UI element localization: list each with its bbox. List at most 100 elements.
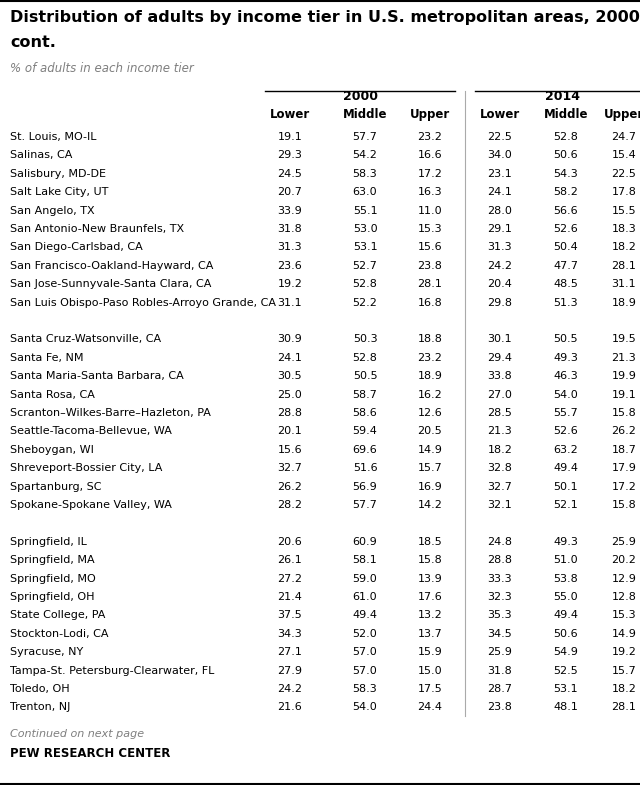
Text: 18.9: 18.9	[417, 371, 442, 382]
Text: 52.1: 52.1	[554, 500, 579, 510]
Text: 16.9: 16.9	[418, 482, 442, 491]
Text: Salt Lake City, UT: Salt Lake City, UT	[10, 187, 108, 197]
Text: 15.6: 15.6	[278, 445, 302, 455]
Text: 48.5: 48.5	[554, 279, 579, 289]
Text: 34.5: 34.5	[488, 629, 513, 639]
Text: 12.6: 12.6	[418, 408, 442, 418]
Text: 25.9: 25.9	[612, 537, 636, 547]
Text: Sheboygan, WI: Sheboygan, WI	[10, 445, 94, 455]
Text: 46.3: 46.3	[554, 371, 579, 382]
Text: 2000: 2000	[342, 90, 378, 103]
Text: 31.8: 31.8	[488, 666, 513, 676]
Text: Scranton–Wilkes-Barre–Hazleton, PA: Scranton–Wilkes-Barre–Hazleton, PA	[10, 408, 211, 418]
Text: Distribution of adults by income tier in U.S. metropolitan areas, 2000 and 2014,: Distribution of adults by income tier in…	[10, 10, 640, 25]
Text: Spokane-Spokane Valley, WA: Spokane-Spokane Valley, WA	[10, 500, 172, 510]
Text: 28.8: 28.8	[278, 408, 303, 418]
Text: 52.7: 52.7	[353, 261, 378, 271]
Text: 23.2: 23.2	[417, 132, 442, 142]
Text: 50.6: 50.6	[554, 629, 579, 639]
Text: 29.4: 29.4	[488, 352, 513, 363]
Text: 47.7: 47.7	[554, 261, 579, 271]
Text: San Jose-Sunnyvale-Santa Clara, CA: San Jose-Sunnyvale-Santa Clara, CA	[10, 279, 211, 289]
Text: 26.1: 26.1	[278, 555, 302, 565]
Text: 34.0: 34.0	[488, 151, 513, 160]
Text: 31.1: 31.1	[278, 298, 302, 308]
Text: 12.9: 12.9	[612, 574, 636, 583]
Text: 18.7: 18.7	[612, 445, 636, 455]
Text: 50.5: 50.5	[554, 334, 579, 345]
Text: 31.8: 31.8	[278, 224, 302, 234]
Text: 33.8: 33.8	[488, 371, 513, 382]
Text: Shreveport-Bossier City, LA: Shreveport-Bossier City, LA	[10, 463, 163, 473]
Text: 31.1: 31.1	[612, 279, 636, 289]
Text: 13.2: 13.2	[418, 611, 442, 620]
Text: State College, PA: State College, PA	[10, 611, 106, 620]
Text: Santa Rosa, CA: Santa Rosa, CA	[10, 389, 95, 400]
Text: 15.8: 15.8	[612, 500, 636, 510]
Text: 26.2: 26.2	[612, 426, 636, 436]
Text: 28.1: 28.1	[612, 261, 636, 271]
Text: 51.6: 51.6	[353, 463, 378, 473]
Text: 57.7: 57.7	[353, 132, 378, 142]
Text: 37.5: 37.5	[278, 611, 302, 620]
Text: 21.4: 21.4	[278, 592, 303, 602]
Text: 27.9: 27.9	[278, 666, 303, 676]
Text: 23.8: 23.8	[488, 703, 513, 713]
Text: 49.3: 49.3	[554, 352, 579, 363]
Text: 51.3: 51.3	[554, 298, 579, 308]
Text: 51.0: 51.0	[554, 555, 579, 565]
Text: 20.1: 20.1	[278, 426, 302, 436]
Text: Middle: Middle	[544, 108, 588, 121]
Text: 2014: 2014	[545, 90, 579, 103]
Text: 31.3: 31.3	[278, 243, 302, 253]
Text: 24.5: 24.5	[278, 169, 303, 179]
Text: 23.1: 23.1	[488, 169, 513, 179]
Text: 27.0: 27.0	[488, 389, 513, 400]
Text: 23.6: 23.6	[278, 261, 302, 271]
Text: 58.3: 58.3	[353, 684, 378, 694]
Text: 57.7: 57.7	[353, 500, 378, 510]
Text: 52.0: 52.0	[353, 629, 378, 639]
Text: San Luis Obispo-Paso Robles-Arroyo Grande, CA: San Luis Obispo-Paso Robles-Arroyo Grand…	[10, 298, 276, 308]
Text: 17.6: 17.6	[418, 592, 442, 602]
Text: 24.2: 24.2	[278, 684, 303, 694]
Text: 29.3: 29.3	[278, 151, 303, 160]
Text: 54.0: 54.0	[353, 703, 378, 713]
Text: 24.1: 24.1	[488, 187, 513, 197]
Text: Santa Maria-Santa Barbara, CA: Santa Maria-Santa Barbara, CA	[10, 371, 184, 382]
Text: 32.1: 32.1	[488, 500, 513, 510]
Text: 53.0: 53.0	[353, 224, 378, 234]
Text: 24.1: 24.1	[278, 352, 303, 363]
Text: Trenton, NJ: Trenton, NJ	[10, 703, 70, 713]
Text: 50.1: 50.1	[554, 482, 579, 491]
Text: 34.3: 34.3	[278, 629, 302, 639]
Text: 15.4: 15.4	[612, 151, 636, 160]
Text: 69.6: 69.6	[353, 445, 378, 455]
Text: Springfield, IL: Springfield, IL	[10, 537, 87, 547]
Text: 21.3: 21.3	[612, 352, 636, 363]
Text: 58.6: 58.6	[353, 408, 378, 418]
Text: 49.4: 49.4	[353, 611, 378, 620]
Text: 54.0: 54.0	[554, 389, 579, 400]
Text: 23.8: 23.8	[417, 261, 442, 271]
Text: 35.3: 35.3	[488, 611, 512, 620]
Text: Syracuse, NY: Syracuse, NY	[10, 647, 83, 657]
Text: 15.8: 15.8	[612, 408, 636, 418]
Text: San Antonio-New Braunfels, TX: San Antonio-New Braunfels, TX	[10, 224, 184, 234]
Text: 49.4: 49.4	[554, 611, 579, 620]
Text: 63.2: 63.2	[554, 445, 579, 455]
Text: 17.2: 17.2	[612, 482, 636, 491]
Text: 24.2: 24.2	[488, 261, 513, 271]
Text: 29.1: 29.1	[488, 224, 513, 234]
Text: 28.1: 28.1	[417, 279, 442, 289]
Text: 22.5: 22.5	[612, 169, 636, 179]
Text: 63.0: 63.0	[353, 187, 378, 197]
Text: 19.1: 19.1	[612, 389, 636, 400]
Text: 28.0: 28.0	[488, 206, 513, 216]
Text: 15.3: 15.3	[612, 611, 636, 620]
Text: Upper: Upper	[604, 108, 640, 121]
Text: Upper: Upper	[410, 108, 450, 121]
Text: San Francisco-Oakland-Hayward, CA: San Francisco-Oakland-Hayward, CA	[10, 261, 213, 271]
Text: 59.0: 59.0	[353, 574, 378, 583]
Text: 28.5: 28.5	[488, 408, 513, 418]
